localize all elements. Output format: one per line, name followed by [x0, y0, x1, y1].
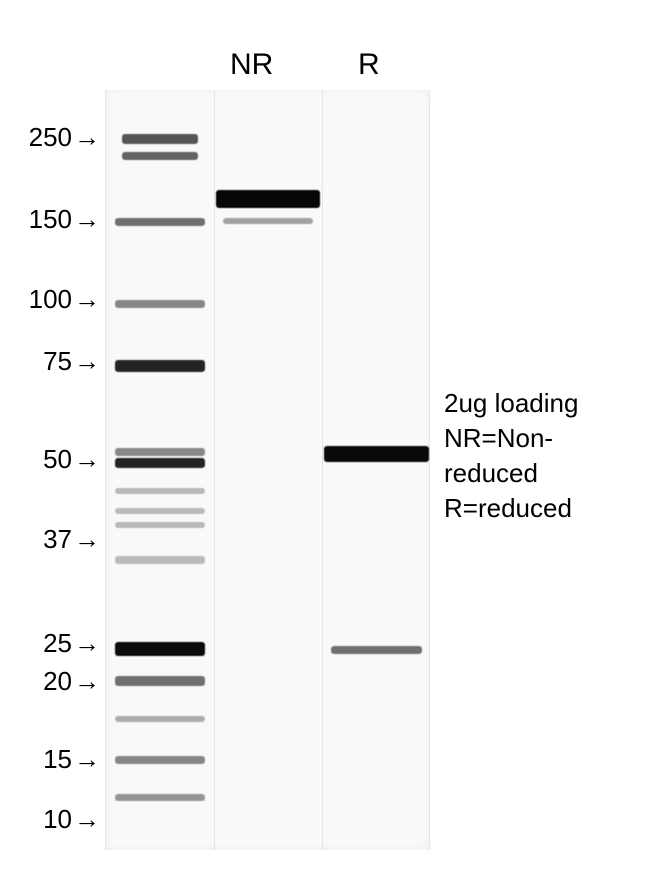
band-ladder-4 — [115, 360, 206, 372]
mw-label-250: 250→ — [4, 122, 100, 153]
mw-value: 20 — [43, 666, 72, 696]
band-ladder-9 — [115, 522, 206, 528]
arrow-right-icon: → — [74, 204, 100, 235]
band-ladder-1 — [122, 152, 198, 160]
band-ladder-6 — [115, 458, 206, 468]
lane-ladder — [106, 90, 214, 850]
arrow-right-icon: → — [74, 346, 100, 377]
mw-value: 50 — [43, 444, 72, 474]
band-ladder-5 — [115, 448, 206, 456]
gel-box — [105, 90, 430, 850]
band-ladder-14 — [115, 756, 206, 764]
mw-value: 250 — [29, 122, 72, 152]
band-ladder-10 — [115, 556, 206, 564]
arrow-right-icon: → — [74, 444, 100, 475]
mw-label-15: 15→ — [4, 744, 100, 775]
arrow-right-icon: → — [74, 744, 100, 775]
lane-NR — [214, 90, 322, 850]
band-ladder-13 — [115, 716, 206, 722]
mw-label-150: 150→ — [4, 204, 100, 235]
band-NR-0 — [216, 190, 320, 208]
mw-value: 10 — [43, 804, 72, 834]
band-ladder-15 — [115, 794, 206, 801]
mw-label-37: 37→ — [4, 524, 100, 555]
arrow-right-icon: → — [74, 804, 100, 835]
mw-label-100: 100→ — [4, 284, 100, 315]
legend-line-4: R=reduced — [444, 491, 578, 526]
legend-line-1: 2ug loading — [444, 386, 578, 421]
arrow-right-icon: → — [74, 628, 100, 659]
band-ladder-12 — [115, 676, 206, 686]
mw-label-10: 10→ — [4, 804, 100, 835]
band-R-0 — [324, 446, 429, 462]
mw-value: 100 — [29, 284, 72, 314]
mw-value: 75 — [43, 346, 72, 376]
band-ladder-2 — [115, 218, 206, 226]
mw-value: 37 — [43, 524, 72, 554]
mw-label-25: 25→ — [4, 628, 100, 659]
arrow-right-icon: → — [74, 122, 100, 153]
band-ladder-3 — [115, 300, 206, 308]
column-header-r: R — [358, 48, 380, 82]
legend-line-3: reduced — [444, 456, 578, 491]
arrow-right-icon: → — [74, 666, 100, 697]
mw-label-75: 75→ — [4, 346, 100, 377]
lane-R — [322, 90, 431, 850]
arrow-right-icon: → — [74, 524, 100, 555]
mw-value: 150 — [29, 204, 72, 234]
band-ladder-0 — [122, 134, 198, 144]
band-NR-1 — [223, 218, 314, 224]
legend-text: 2ug loading NR=Non- reduced R=reduced — [444, 386, 578, 526]
band-R-1 — [331, 646, 423, 654]
legend-line-2: NR=Non- — [444, 421, 578, 456]
mw-label-50: 50→ — [4, 444, 100, 475]
band-ladder-7 — [115, 488, 206, 494]
band-ladder-11 — [115, 642, 206, 656]
mw-value: 25 — [43, 628, 72, 658]
column-header-nr: NR — [230, 48, 273, 82]
band-ladder-8 — [115, 508, 206, 514]
arrow-right-icon: → — [74, 284, 100, 315]
mw-label-20: 20→ — [4, 666, 100, 697]
mw-value: 15 — [43, 744, 72, 774]
